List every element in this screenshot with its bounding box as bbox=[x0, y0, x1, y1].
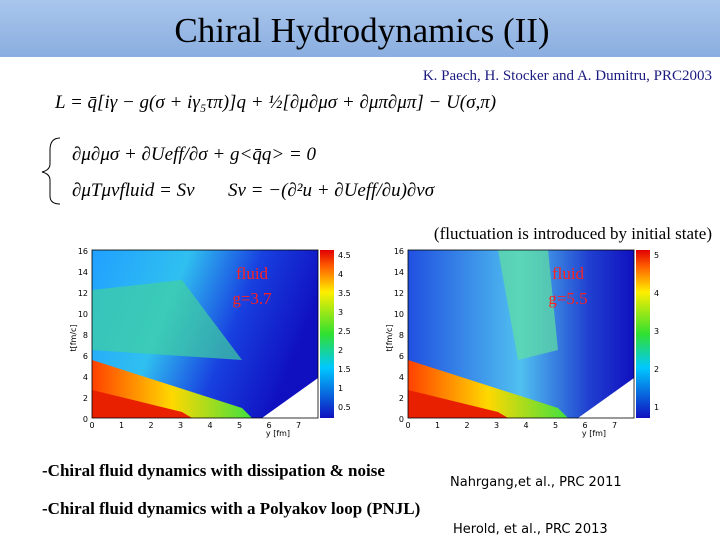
y-tick-label: 16 bbox=[78, 247, 88, 256]
y-tick-label: 14 bbox=[394, 268, 404, 277]
bullet: -Chiral fluid dynamics with dissipation … bbox=[42, 461, 385, 480]
heatmap-region bbox=[498, 250, 558, 360]
y-tick-label: 10 bbox=[394, 310, 404, 319]
x-tick-label: 6 bbox=[582, 421, 587, 430]
y-tick-label: 14 bbox=[78, 268, 88, 277]
panel-coupling: g=3.7 bbox=[232, 289, 272, 308]
colorbar-label: 3 bbox=[338, 308, 343, 317]
y-tick-label: 0 bbox=[399, 415, 404, 424]
x-tick-label: 7 bbox=[612, 421, 617, 430]
y-tick-label: 10 bbox=[78, 310, 88, 319]
colorbar-label: 5 bbox=[654, 251, 659, 260]
reference: Herold, et al., PRC 2013 bbox=[453, 522, 608, 537]
y-tick-label: 2 bbox=[83, 394, 88, 403]
colorbar-label: 1 bbox=[654, 403, 659, 412]
x-tick-label: 3 bbox=[494, 421, 499, 430]
colorbar-label: 4.5 bbox=[338, 251, 351, 260]
heatmap-region bbox=[92, 280, 242, 360]
y-tick-label: 4 bbox=[399, 373, 404, 382]
equation: ∂μTμνfluid = Sν bbox=[72, 180, 195, 201]
brace bbox=[41, 137, 61, 205]
colorbar-label: 4 bbox=[338, 270, 343, 279]
equation: ∂μ∂μσ + ∂Ueff/∂σ + g<q̄q> = 0 bbox=[72, 144, 316, 165]
x-tick-label: 5 bbox=[553, 421, 558, 430]
heatmap-core bbox=[92, 390, 192, 418]
panel-coupling: g=5.5 bbox=[548, 289, 587, 308]
panel-label: fluid bbox=[236, 264, 269, 283]
y-tick-label: 0 bbox=[83, 415, 88, 424]
frame bbox=[91, 249, 319, 419]
colorbar bbox=[320, 250, 334, 418]
reference: Nahrgang,et al., PRC 2011 bbox=[450, 475, 622, 490]
colorbar-label: 2 bbox=[654, 365, 659, 374]
colorbar-label: 1 bbox=[338, 384, 343, 393]
empty-region bbox=[262, 378, 318, 418]
title: Chiral Hydrodynamics (II) bbox=[174, 11, 549, 50]
colorbar bbox=[636, 250, 650, 418]
y-tick-label: 8 bbox=[399, 331, 404, 340]
y-tick-label: 12 bbox=[78, 289, 88, 298]
citation: K. Paech, H. Stocker and A. Dumitru, PRC… bbox=[423, 68, 712, 84]
y-axis-label: t[fm/c] bbox=[385, 324, 394, 351]
x-tick-label: 1 bbox=[435, 421, 440, 430]
y-tick-label: 6 bbox=[83, 352, 88, 361]
equation: Sν = −(∂²u + ∂Ueff/∂u)∂νσ bbox=[228, 180, 435, 201]
frame bbox=[407, 249, 635, 419]
x-tick-label: 0 bbox=[405, 421, 410, 430]
x-tick-label: 2 bbox=[464, 421, 469, 430]
y-tick-label: 8 bbox=[83, 331, 88, 340]
bullet: -Chiral fluid dynamics with a Polyakov l… bbox=[42, 499, 420, 518]
x-tick-label: 2 bbox=[148, 421, 153, 430]
y-tick-label: 2 bbox=[399, 394, 404, 403]
colorbar-label: 3.5 bbox=[338, 289, 351, 298]
y-tick-label: 12 bbox=[394, 289, 404, 298]
y-tick-label: 6 bbox=[399, 352, 404, 361]
x-tick-label: 1 bbox=[119, 421, 124, 430]
title-bar bbox=[0, 0, 720, 57]
x-tick-label: 4 bbox=[207, 421, 212, 430]
note: (fluctuation is introduced by initial st… bbox=[434, 224, 712, 243]
empty-region bbox=[578, 378, 634, 418]
heatmap-core bbox=[408, 390, 508, 418]
y-tick-label: 16 bbox=[394, 247, 404, 256]
colorbar-label: 2 bbox=[338, 346, 343, 355]
x-tick-label: 6 bbox=[266, 421, 271, 430]
x-tick-label: 4 bbox=[523, 421, 528, 430]
x-tick-label: 0 bbox=[89, 421, 94, 430]
x-tick-label: 5 bbox=[237, 421, 242, 430]
equation: L = q̄[iγ − g(σ + iγ₅τπ)]q + ½[∂μ∂μσ + ∂… bbox=[54, 92, 496, 113]
colorbar-label: 4 bbox=[654, 289, 659, 298]
colorbar-label: 0.5 bbox=[338, 403, 351, 412]
x-axis-label: y [fm] bbox=[266, 429, 290, 438]
x-tick-label: 7 bbox=[296, 421, 301, 430]
colorbar-label: 1.5 bbox=[338, 365, 351, 374]
x-tick-label: 3 bbox=[178, 421, 183, 430]
y-axis-label: t[fm/c] bbox=[69, 324, 78, 351]
colorbar-label: 3 bbox=[654, 327, 659, 336]
x-axis-label: y [fm] bbox=[582, 429, 606, 438]
colorbar-label: 2.5 bbox=[338, 327, 351, 336]
panel-label: fluid bbox=[552, 264, 585, 283]
y-tick-label: 4 bbox=[83, 373, 88, 382]
